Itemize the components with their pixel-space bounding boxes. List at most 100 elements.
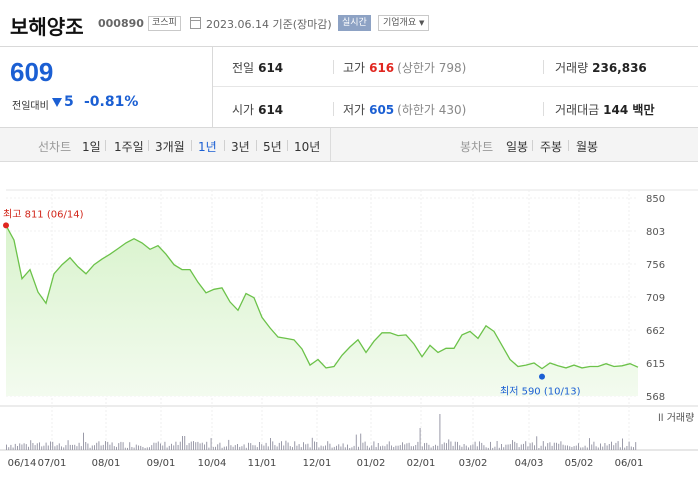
volume-bar (393, 447, 395, 450)
x-tick-label: 11/01 (248, 458, 277, 469)
volume-bar (600, 443, 601, 450)
volume-bar (248, 442, 249, 450)
volume-bar (362, 442, 364, 450)
volume-bar (542, 441, 544, 450)
volume-bar (254, 445, 256, 450)
volume-bar (14, 443, 16, 450)
volume-bar (311, 437, 313, 450)
volume-bar (63, 447, 65, 450)
volume-bar (626, 446, 628, 450)
x-tick-label: 02/01 (407, 458, 436, 469)
volume-bar (408, 442, 410, 450)
row-divider (213, 86, 698, 87)
volume-bar (553, 442, 555, 450)
tab-10y[interactable]: 10년 (294, 140, 321, 154)
volume-bar (129, 442, 131, 450)
volume-bar (518, 447, 520, 450)
volume-bar (582, 447, 584, 450)
volume-bar (465, 445, 467, 450)
volume-bar (25, 444, 27, 450)
stock-header: 보해양조 000890 코스피 2023.06.14 기준(장마감) 실시간 기… (0, 0, 698, 46)
volume-bar (375, 447, 377, 450)
volume-bar (452, 445, 454, 450)
volume-bar (514, 441, 516, 450)
volume-bar (573, 446, 575, 450)
volume-bar (496, 441, 498, 450)
tab-monthly[interactable]: 월봉 (576, 140, 599, 154)
volume-bar (468, 447, 469, 450)
x-tick-label: 07/01 (38, 458, 67, 469)
volume-bar (195, 442, 197, 450)
volume-bar (377, 443, 379, 450)
volume-bar (404, 444, 406, 450)
volume-bar (628, 441, 630, 450)
volume-bar (630, 446, 632, 450)
volume-bar (245, 447, 247, 450)
volume-bar (439, 414, 441, 450)
volume-bar (113, 446, 115, 450)
price-area (6, 225, 638, 396)
tab-3m[interactable]: 3개월 (155, 140, 185, 154)
volume-bar (80, 446, 82, 450)
price-line (5, 225, 639, 370)
down-arrow-icon (52, 98, 62, 107)
volume-bar (318, 447, 320, 450)
x-tick-label: 03/02 (459, 458, 488, 469)
volume-bar (105, 441, 106, 450)
volume-bar (43, 445, 45, 450)
volume-bar (479, 441, 480, 450)
volume-bar (549, 442, 551, 450)
volume-bar (179, 441, 181, 450)
volume-bar (516, 443, 518, 450)
chevron-down-icon: ▼ (419, 19, 425, 27)
volume-bar (164, 441, 166, 450)
volume-bar (28, 446, 29, 450)
volume-bar (173, 445, 175, 450)
volume-bar (564, 445, 566, 450)
volume-bar (388, 441, 390, 450)
volume-bar (595, 446, 597, 450)
tab-3y[interactable]: 3년 (231, 140, 250, 154)
tab-daily[interactable]: 일봉 (506, 140, 529, 154)
volume-bar (120, 441, 122, 450)
volume-bar (261, 444, 263, 450)
volume-bar (371, 445, 373, 450)
divider (333, 102, 334, 116)
volume-bar (87, 443, 89, 450)
stat-value: 614 (258, 61, 284, 75)
volume-bar (217, 444, 219, 450)
volume-bar (157, 441, 159, 450)
volume-bar (142, 447, 144, 450)
volume-bar (272, 441, 274, 450)
volume-bar (373, 441, 375, 450)
tab-1y[interactable]: 1년 (198, 140, 217, 154)
tab-1w[interactable]: 1주일 (114, 140, 144, 154)
volume-bar (347, 444, 348, 450)
volume-bar (149, 447, 150, 450)
tab-1d[interactable]: 1일 (82, 140, 101, 154)
volume-bar (584, 445, 586, 450)
tab-5y[interactable]: 5년 (263, 140, 282, 154)
volume-bar (223, 446, 225, 450)
volume-bar (402, 442, 403, 450)
volume-bar (558, 443, 560, 450)
volume-bar (333, 446, 335, 450)
volume-bar (520, 444, 522, 450)
volume-bar (138, 445, 139, 450)
volume-bar (153, 442, 155, 450)
volume-bar (355, 434, 357, 450)
tab-weekly[interactable]: 주봉 (540, 140, 563, 154)
volume-bar (591, 444, 593, 450)
volume-bar (274, 445, 276, 450)
volume-bar (109, 444, 111, 450)
volume-bar (17, 446, 18, 450)
volume-bar (208, 447, 210, 450)
stat-label: 저가 (343, 103, 366, 117)
volume-bar (342, 443, 344, 450)
volume-bar (212, 446, 214, 450)
realtime-button[interactable]: 실시간 (338, 15, 371, 31)
volume-bar (243, 444, 245, 450)
volume-bar (450, 441, 452, 450)
volume-bar (228, 439, 230, 450)
company-info-dropdown[interactable]: 기업개요 ▼ (378, 15, 430, 31)
